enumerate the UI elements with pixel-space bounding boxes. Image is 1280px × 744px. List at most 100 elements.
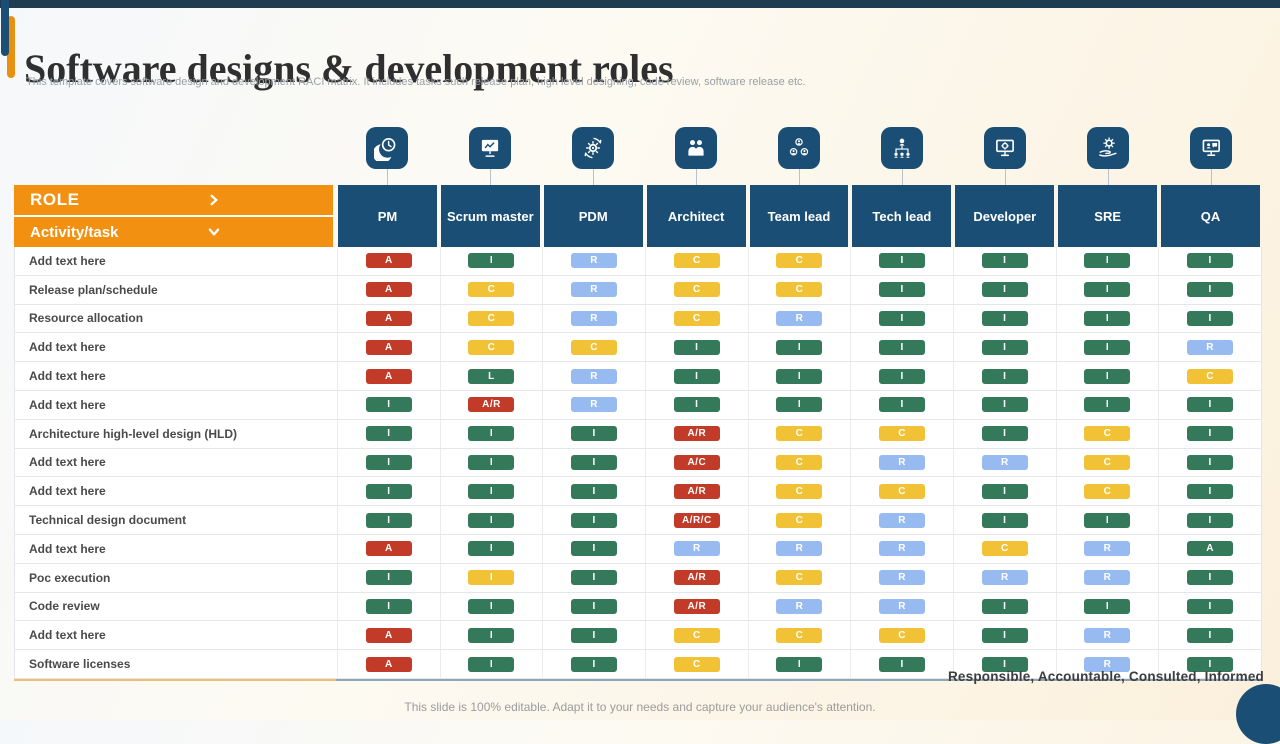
matrix-cell: I [1055, 592, 1159, 621]
role-icon-cell [542, 127, 645, 185]
matrix-cell: I [952, 650, 1056, 678]
raci-badge: A [365, 253, 412, 269]
raci-badge: I [365, 512, 412, 528]
raci-badge: I [1187, 310, 1234, 326]
raci-matrix: ROLE Activity/task PM Scrum master PDM Arch… [14, 127, 1262, 681]
table-row: Add text here I A/R R I I I I I I [15, 390, 1261, 420]
raci-badge: R [571, 282, 618, 298]
role-header-scrum-master: Scrum master [440, 185, 540, 247]
raci-badge: I [571, 512, 618, 528]
matrix-cell: I [337, 419, 440, 448]
page-subtitle: This template covers software design and… [26, 76, 806, 88]
page-title: Software designs & development roles [24, 45, 674, 91]
matrix-cell: I [439, 477, 543, 506]
matrix-cell: I [1158, 390, 1261, 419]
table-row: Add text here I I I A/R C C I C I [15, 477, 1261, 507]
connector-line [1210, 169, 1212, 185]
raci-badge: I [673, 339, 720, 355]
task-label: Add text here [29, 397, 106, 412]
matrix-cell: C [747, 275, 851, 304]
raci-badge: C [776, 282, 823, 298]
matrix-cell: I [850, 362, 953, 390]
matrix-cell: I [542, 506, 645, 534]
role-header-architect: Architect [646, 185, 746, 247]
table-row: Release plan/schedule A C R C C I I I I [15, 275, 1261, 305]
matrix-cell: C [747, 621, 851, 650]
task-label: Add text here [29, 484, 106, 499]
role-header-tech-lead: Tech lead [852, 185, 952, 247]
raci-badge: I [981, 282, 1028, 298]
matrix-cell: A [337, 275, 440, 304]
matrix-cell: I [439, 563, 543, 592]
matrix-corner-header: ROLE Activity/task [14, 185, 333, 247]
matrix-cell: I [439, 592, 543, 621]
table-bottom-lines [14, 678, 1262, 681]
raci-badge: C [776, 483, 823, 499]
connector-line [1004, 169, 1006, 185]
left-accent-orange [7, 16, 15, 78]
table-row: Code review I I I A/R R R I I I [15, 592, 1261, 622]
matrix-cell: A/R [644, 563, 748, 592]
task-label: Code review [29, 599, 100, 614]
role-icon-cell [748, 127, 851, 185]
matrix-cell: I [542, 419, 645, 448]
table-row: Resource allocation A C R C R I I I I [15, 304, 1261, 334]
matrix-cell: A/C [644, 448, 748, 477]
left-accent-blue [1, 0, 9, 56]
raci-badge: I [673, 397, 720, 413]
matrix-cell: A [337, 304, 440, 333]
corner-circle-decoration [1236, 684, 1280, 744]
matrix-cell: R [542, 247, 645, 275]
matrix-cell: I [1055, 275, 1159, 304]
table-row: Add text here I I I A/C C R R C I [15, 448, 1261, 478]
matrix-cell: I [542, 448, 645, 477]
raci-badge: R [1187, 339, 1234, 355]
raci-badge: I [981, 512, 1028, 528]
raci-badge: I [879, 397, 926, 413]
raci-badge: I [468, 541, 515, 557]
role-header-pm: PM [338, 185, 437, 247]
matrix-cell: I [542, 563, 645, 592]
raci-badge: I [1187, 483, 1234, 499]
matrix-cell: I [1055, 247, 1159, 275]
dev-monitor-icon [983, 127, 1026, 169]
raci-badge: I [468, 656, 515, 672]
presentation-icon [469, 127, 512, 169]
qa-monitor-icon [1189, 127, 1232, 169]
matrix-cell: I [850, 304, 953, 333]
matrix-cell: I [1158, 506, 1261, 534]
raci-badge: C [571, 339, 618, 355]
matrix-cell: R [1158, 333, 1261, 362]
raci-badge: I [879, 282, 926, 298]
matrix-cell: R [850, 448, 953, 477]
raci-badge: I [1084, 397, 1131, 413]
matrix-cell: I [850, 650, 953, 678]
raci-badge: R [981, 570, 1028, 586]
raci-badge: R [1084, 656, 1131, 672]
matrix-cell: C [747, 247, 851, 275]
raci-badge: C [673, 656, 720, 672]
raci-badge: C [468, 310, 515, 326]
raci-badge: I [981, 598, 1028, 614]
raci-badge: C [776, 627, 823, 643]
corner-role-label: ROLE [30, 190, 80, 209]
raci-badge: A [1187, 541, 1234, 557]
matrix-cell: I [439, 506, 543, 534]
matrix-cell: I [542, 650, 645, 678]
raci-badge: I [1187, 397, 1234, 413]
raci-badge: R [776, 598, 823, 614]
matrix-cell: R [952, 448, 1056, 477]
raci-badge: I [1187, 454, 1234, 470]
raci-badge: I [571, 656, 618, 672]
raci-badge: R [571, 397, 618, 413]
matrix-cell: I [1055, 333, 1159, 362]
matrix-cell: R [952, 563, 1056, 592]
raci-badge: I [776, 397, 823, 413]
raci-badge: I [365, 483, 412, 499]
raci-badge: C [879, 426, 926, 442]
matrix-cell: A/R [644, 419, 748, 448]
matrix-cell: C [644, 247, 748, 275]
role-icon-cell [1159, 127, 1262, 185]
matrix-cell: I [952, 592, 1056, 621]
matrix-cell: I [747, 390, 851, 419]
